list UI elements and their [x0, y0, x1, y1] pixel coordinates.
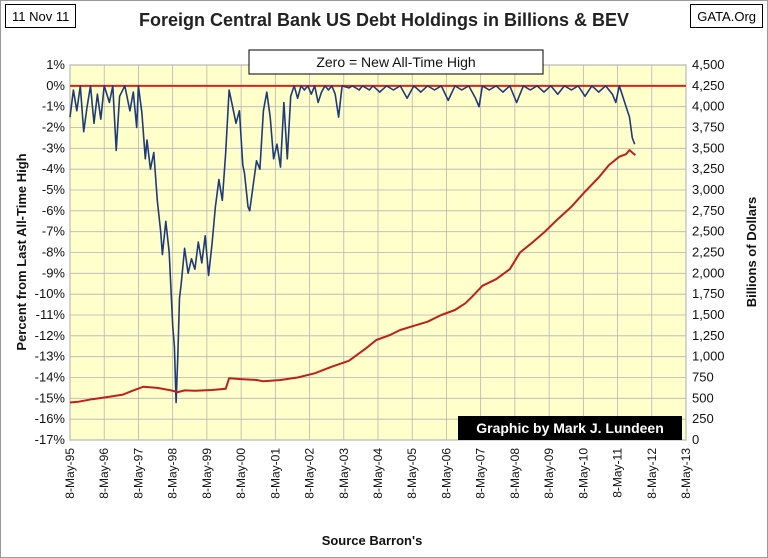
annotation-text: Zero = New All-Time High [316, 54, 475, 70]
left-tick-label: 0% [46, 78, 65, 93]
x-tick-label: 8-May-11 [611, 448, 625, 498]
left-tick-label: -8% [42, 245, 66, 260]
left-tick-label: -14% [35, 370, 66, 385]
x-axis-label: Source Barron's [322, 533, 423, 548]
left-tick-label: -3% [42, 140, 66, 155]
right-tick-label: 1,000 [692, 349, 725, 364]
date-label: 11 Nov 11 [5, 4, 77, 28]
annotation-box: Zero = New All-Time High [248, 49, 544, 75]
left-tick-label: -2% [42, 120, 66, 135]
left-tick-label: -4% [42, 161, 66, 176]
x-tick-label: 8-May-98 [166, 448, 180, 499]
x-tick-label: 8-May-13 [679, 448, 693, 499]
x-axis-ticks: 8-May-95 8-May-96 8-May-97 8-May-98 8-May-99… [63, 448, 693, 499]
right-tick-label: 4,000 [692, 99, 725, 114]
y-axis-label-left: Percent from Last All-Time High [14, 153, 29, 350]
series-group [69, 85, 636, 404]
left-tick-label: -17% [35, 432, 66, 447]
right-tick-label: 3,250 [692, 161, 725, 176]
right-tick-label: 1,750 [692, 286, 725, 301]
credit-box: Graphic by Mark J. Lundeen [458, 416, 682, 440]
right-tick-label: 1,250 [692, 328, 725, 343]
right-tick-label: 2,250 [692, 245, 725, 260]
x-tick-label: 8-May-08 [508, 448, 522, 499]
x-tick-label: 8-May-09 [542, 448, 556, 499]
right-tick-label: 3,500 [692, 140, 725, 155]
left-tick-label: -9% [42, 265, 66, 280]
left-tick-label: -5% [42, 182, 66, 197]
left-axis-ticks: 1% 0% -1% -2% -3% -4% -5% -6% -7% -8% -9% -10% -11% -… [35, 57, 66, 447]
right-tick-label: 250 [692, 411, 714, 426]
x-tick-label: 8-May-06 [439, 448, 453, 499]
right-tick-label: 500 [692, 390, 714, 405]
left-tick-label: -6% [42, 203, 66, 218]
x-tick-label: 8-May-05 [405, 448, 419, 499]
right-tick-label: 2,750 [692, 203, 725, 218]
left-tick-label: 1% [46, 57, 65, 72]
left-tick-label: -13% [35, 349, 66, 364]
x-tick-label: 8-May-97 [131, 448, 145, 499]
y-axis-label-right: Billions of Dollars [744, 197, 759, 308]
right-tick-label: 750 [692, 370, 714, 385]
series-line-billions [69, 149, 636, 404]
gridlines [69, 64, 687, 441]
x-tick-label: 8-May-02 [303, 448, 317, 499]
chart-title: Foreign Central Bank US Debt Holdings in… [138, 10, 630, 30]
right-tick-label: 0 [692, 432, 699, 447]
right-tick-label: 2,000 [692, 265, 725, 280]
x-tick-label: 8-May-00 [234, 448, 248, 499]
x-tick-label: 8-May-96 [97, 448, 111, 499]
x-tick-label: 8-May-10 [576, 448, 590, 499]
left-tick-label: -1% [42, 99, 66, 114]
right-tick-label: 4,250 [692, 78, 725, 93]
left-tick-label: -16% [35, 411, 66, 426]
right-tick-label: 1,500 [692, 307, 725, 322]
x-tick-label: 8-May-95 [63, 448, 77, 499]
x-tick-label: 8-May-01 [268, 448, 282, 499]
left-tick-label: -12% [35, 328, 66, 343]
right-axis-ticks: 4,500 4,250 4,000 3,750 3,500 3,250 3,000 2,750… [692, 57, 725, 447]
left-tick-label: -15% [35, 390, 66, 405]
x-tick-label: 8-May-99 [200, 448, 214, 499]
x-tick-label: 8-May-07 [474, 448, 488, 499]
right-tick-label: 3,750 [692, 120, 725, 135]
series-line-percent [69, 85, 636, 404]
x-tick-label: 8-May-03 [337, 448, 351, 499]
left-tick-label: -10% [35, 286, 66, 301]
right-tick-label: 4,500 [692, 57, 725, 72]
x-tick-label: 8-May-04 [371, 448, 385, 499]
right-tick-label: 2,500 [692, 224, 725, 239]
right-tick-label: 3,000 [692, 182, 725, 197]
left-tick-label: -7% [42, 224, 66, 239]
x-tick-label: 8-May-12 [645, 448, 659, 499]
left-tick-label: -11% [36, 307, 66, 322]
source-label: GATA.Org [690, 4, 763, 28]
credit-text: Graphic by Mark J. Lundeen [476, 420, 664, 436]
